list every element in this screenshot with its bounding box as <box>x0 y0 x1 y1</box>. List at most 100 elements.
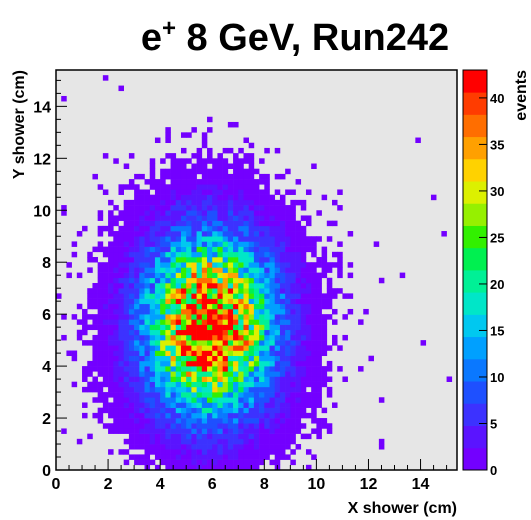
heatmap-cell <box>233 179 239 185</box>
heatmap-cell <box>274 449 281 455</box>
heatmap-cell <box>134 329 140 336</box>
heatmap-cell <box>201 168 208 175</box>
heatmap-cell <box>238 438 244 445</box>
heatmap-cell <box>123 293 130 299</box>
heatmap-cell <box>295 303 302 310</box>
y-tick-label: 14 <box>33 99 51 116</box>
heatmap-cell <box>118 376 124 382</box>
heatmap-cell <box>233 173 239 180</box>
heatmap-cell <box>165 397 171 403</box>
heatmap-cell <box>118 340 124 346</box>
heatmap-cell <box>285 376 291 382</box>
heatmap-cell <box>175 262 182 268</box>
heatmap-cell <box>233 418 239 424</box>
heatmap-cell <box>186 428 192 434</box>
heatmap-cell <box>165 194 171 201</box>
heatmap-cell <box>279 293 286 299</box>
heatmap-cell <box>175 464 182 471</box>
heatmap-cell <box>196 423 203 429</box>
heatmap-cell <box>217 199 223 206</box>
heatmap-cell <box>337 288 343 294</box>
heatmap-cell <box>259 444 265 450</box>
heatmap-cell <box>180 241 187 247</box>
heatmap-cell <box>92 376 98 382</box>
heatmap-cell <box>149 277 156 284</box>
heatmap-cell <box>233 464 239 471</box>
heatmap-cell <box>248 340 255 346</box>
heatmap-cell <box>191 340 197 346</box>
color-scale-band <box>463 203 487 226</box>
heatmap-cell <box>217 340 223 346</box>
heatmap-cell <box>196 371 203 377</box>
heatmap-cell <box>191 288 197 294</box>
heatmap-cell <box>332 293 338 299</box>
heatmap-cell <box>160 251 166 258</box>
heatmap-cell <box>274 397 281 403</box>
heatmap-cell <box>316 272 322 279</box>
heatmap-cell <box>123 163 130 169</box>
heatmap-cell <box>207 350 213 357</box>
heatmap-cell <box>139 402 145 408</box>
heatmap-cell <box>56 293 62 299</box>
heatmap-cell <box>191 423 197 429</box>
heatmap-cell <box>222 386 229 393</box>
heatmap-cell <box>264 272 270 279</box>
heatmap-cell <box>332 199 338 206</box>
heatmap-cell <box>259 340 265 346</box>
heatmap-cell <box>316 392 322 398</box>
heatmap-cell <box>113 381 119 388</box>
heatmap-cell <box>243 236 249 242</box>
heatmap-cell <box>170 267 177 273</box>
heatmap-cell <box>217 366 223 372</box>
heatmap-cell <box>279 402 286 408</box>
heatmap-cell <box>332 251 338 258</box>
heatmap-cell <box>243 262 249 268</box>
heatmap-cell <box>316 210 322 216</box>
heatmap-cell <box>160 267 166 273</box>
heatmap-cell <box>165 340 171 346</box>
heatmap-cell <box>207 345 213 351</box>
heatmap-cell <box>207 334 213 341</box>
heatmap-cell <box>300 282 307 289</box>
heatmap-cell <box>207 267 213 273</box>
heatmap-cell <box>97 392 104 398</box>
heatmap-cell <box>274 220 281 227</box>
heatmap-cell <box>269 277 276 284</box>
heatmap-cell <box>358 319 364 325</box>
heatmap-cell <box>160 262 166 268</box>
heatmap-cell <box>207 215 213 221</box>
heatmap-cell <box>196 449 203 455</box>
heatmap-cell <box>207 199 213 206</box>
heatmap-cell <box>295 282 302 289</box>
heatmap-cell <box>149 319 156 325</box>
z-tick-label: 30 <box>490 184 504 199</box>
heatmap-cell <box>326 314 333 320</box>
heatmap-cell <box>279 454 286 460</box>
heatmap-cell <box>274 314 281 320</box>
heatmap-cell <box>160 459 166 466</box>
heatmap-cell <box>207 397 213 403</box>
heatmap-cell <box>92 412 98 419</box>
heatmap-cell <box>233 267 239 273</box>
heatmap-cell <box>290 376 296 382</box>
heatmap-cell <box>253 215 260 221</box>
heatmap-cell <box>295 444 302 450</box>
heatmap-cell <box>233 314 239 320</box>
heatmap-cell <box>118 241 124 247</box>
heatmap-cell <box>191 444 197 450</box>
heatmap-cell <box>290 407 296 414</box>
heatmap-cell <box>212 386 218 393</box>
heatmap-cell <box>139 231 145 237</box>
heatmap-cell <box>144 449 151 455</box>
heatmap-cell <box>222 272 229 279</box>
heatmap-cell <box>154 366 161 372</box>
heatmap-cell <box>227 251 234 258</box>
heatmap-cell <box>165 433 171 440</box>
heatmap-cell <box>128 303 135 310</box>
heatmap-cell <box>191 334 197 341</box>
heatmap-cell <box>212 288 218 294</box>
heatmap-cell <box>259 303 265 310</box>
heatmap-cell <box>149 251 156 258</box>
heatmap-cell <box>222 423 229 429</box>
heatmap-cell <box>305 215 312 221</box>
